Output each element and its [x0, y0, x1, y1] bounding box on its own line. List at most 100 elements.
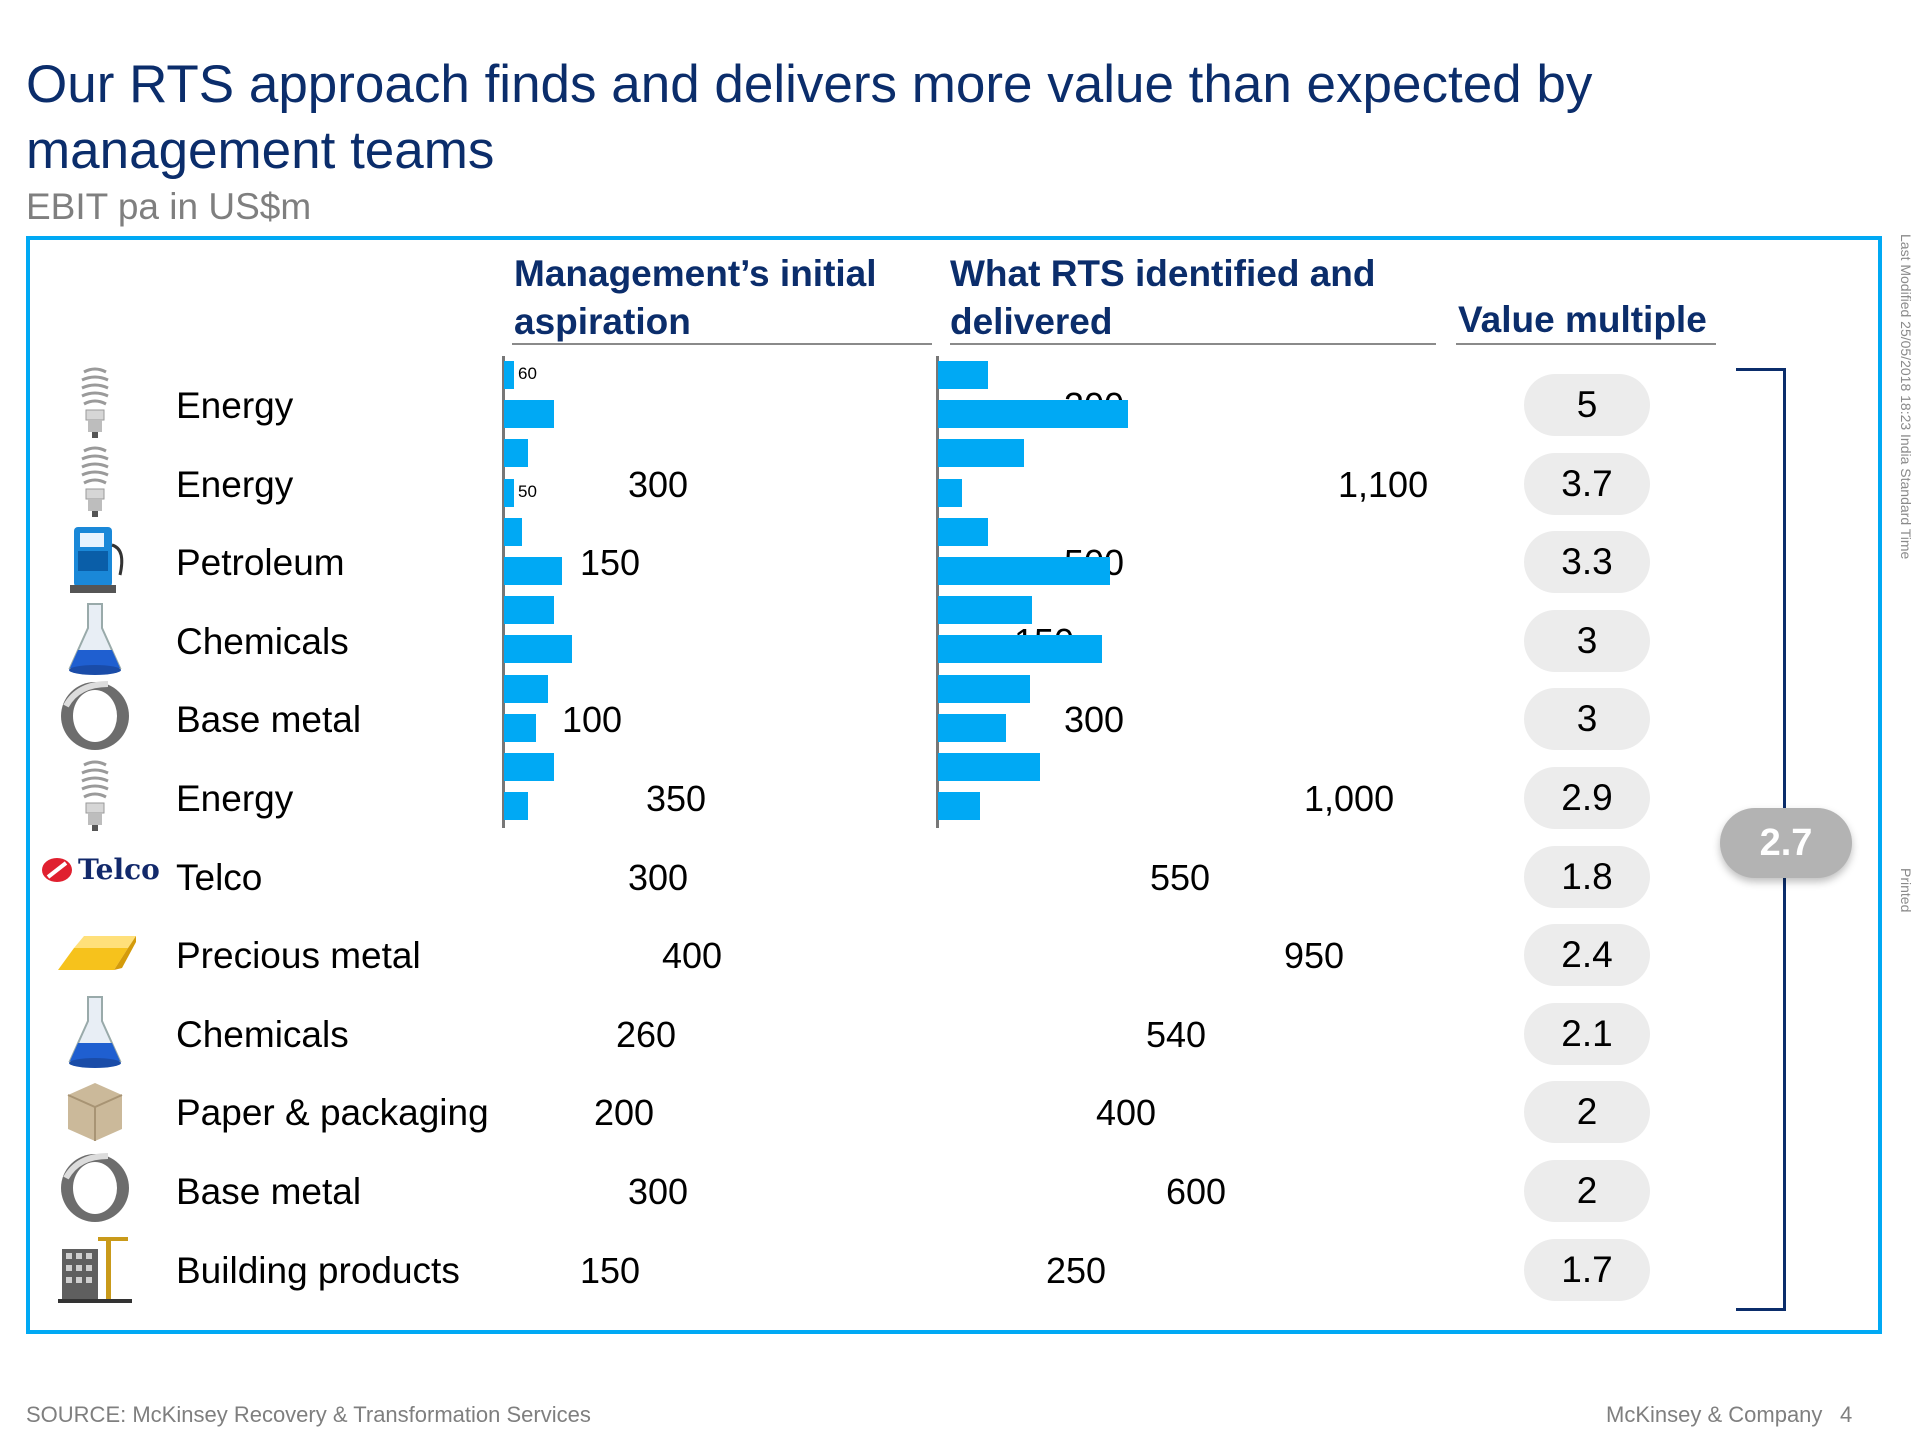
value-multiple-badge: 2.9	[1524, 767, 1650, 829]
rts-bar	[938, 478, 962, 507]
row-sector-label: Chemicals	[176, 620, 349, 662]
value-multiple-badge: 2.4	[1524, 924, 1650, 987]
value-multiple-badge: 3.3	[1524, 531, 1650, 594]
rts-bar	[938, 517, 988, 546]
header-management: Management’s initial aspiration	[514, 253, 877, 342]
rts-bar	[938, 400, 1128, 429]
management-bar	[504, 713, 536, 742]
rts-bar	[938, 439, 1024, 468]
management-value: 150	[580, 1249, 641, 1291]
page-subtitle: EBIT pa in US$m	[26, 186, 312, 227]
value-multiple-badge: 3	[1524, 688, 1650, 751]
rts-bar	[938, 361, 988, 389]
bulb-icon	[48, 755, 142, 835]
page-title: Our RTS approach finds and delivers more…	[26, 55, 1593, 180]
management-bar	[504, 400, 554, 429]
value-multiple-badge: 5	[1524, 374, 1650, 436]
management-bar	[504, 596, 554, 625]
value-multiple-badge: 2.1	[1524, 1002, 1650, 1065]
header-rts-rule	[950, 343, 1436, 345]
rts-bar	[938, 713, 1006, 742]
rts-bar	[938, 596, 1032, 625]
value-multiple-badge: 2	[1524, 1081, 1650, 1144]
management-small-label-1: 60	[518, 364, 537, 383]
rts-bar	[938, 674, 1030, 703]
box-icon	[48, 1069, 142, 1149]
header-multiple-rule	[1456, 343, 1716, 345]
rts-value: 540	[1146, 1013, 1207, 1055]
fuel-pump-icon	[48, 519, 142, 599]
management-bar	[504, 753, 554, 781]
telco-logo-text: Telco	[78, 853, 160, 887]
printed-note: Printed	[1898, 868, 1914, 913]
telco-logo: Telco	[40, 850, 170, 890]
bulb-icon	[48, 362, 142, 442]
header-management-rule	[512, 343, 932, 345]
management-bar	[504, 792, 528, 821]
metal-ring-icon	[48, 676, 142, 756]
row-sector-label: Base metal	[176, 1171, 362, 1212]
row-sector-label: Precious metal	[176, 935, 421, 977]
average-multiple-badge: 2.7	[1720, 808, 1852, 878]
rts-value: 400	[1096, 1092, 1157, 1134]
management-bar	[504, 517, 522, 546]
management-value: 150	[580, 542, 641, 584]
management-value: 300	[628, 1171, 689, 1212]
value-multiple-badge: 1.7	[1524, 1238, 1650, 1301]
metal-ring-icon	[48, 1148, 142, 1228]
management-value: 200	[594, 1092, 655, 1134]
row-sector-label: Energy	[176, 463, 294, 505]
row-sector-label: Paper & packaging	[176, 1092, 489, 1134]
header-multiple: Value multiple	[1458, 299, 1707, 340]
bracket-top	[1736, 368, 1786, 371]
flask-icon	[48, 598, 142, 678]
management-bar	[504, 674, 548, 703]
management-axis	[502, 356, 505, 828]
value-multiple-badge: 2	[1524, 1160, 1650, 1222]
building-crane-icon	[48, 1227, 142, 1307]
company-name: McKinsey & Company	[1606, 1402, 1823, 1427]
flask-icon	[48, 991, 142, 1071]
management-small-label-2: 50	[518, 482, 537, 501]
rts-value: 950	[1284, 935, 1345, 977]
management-bar	[504, 635, 572, 664]
rts-value: 550	[1150, 856, 1211, 898]
management-value: 260	[616, 1013, 677, 1055]
management-bar	[504, 439, 528, 468]
row-sector-label: Base metal	[176, 699, 362, 741]
rts-bar	[938, 635, 1102, 664]
chart-frame	[26, 236, 1882, 1334]
value-multiple-badge: 3.7	[1524, 452, 1650, 515]
page-number: 4	[1840, 1402, 1853, 1427]
rts-value: 1,000	[1304, 778, 1395, 819]
row-sector-label: Energy	[176, 778, 294, 819]
management-value: 100	[562, 699, 623, 741]
row-sector-label: Telco	[176, 856, 263, 898]
management-value: 400	[662, 935, 723, 977]
row-sector-label: Chemicals	[176, 1013, 349, 1055]
management-bar	[504, 557, 562, 585]
management-value: 300	[628, 463, 689, 505]
management-value: 300	[628, 856, 689, 898]
last-modified-note: Last Modified 25/05/2018 18:23 India Sta…	[1898, 234, 1914, 560]
rts-axis	[936, 356, 939, 828]
row-sector-label: Building products	[176, 1249, 460, 1291]
rts-bar	[938, 792, 980, 821]
management-bar	[504, 478, 514, 507]
rts-value: 600	[1166, 1171, 1227, 1212]
header-rts: What RTS identified and delivered	[950, 253, 1376, 342]
management-value: 350	[646, 778, 707, 819]
row-sector-label: Petroleum	[176, 542, 345, 584]
value-multiple-badge: 1.8	[1524, 845, 1650, 908]
bulb-icon	[48, 441, 142, 521]
rts-bar	[938, 753, 1040, 781]
source-note: SOURCE: McKinsey Recovery & Transformati…	[26, 1402, 591, 1427]
row-sector-label: Energy	[176, 385, 294, 426]
value-multiple-badge: 3	[1524, 609, 1650, 672]
rts-value: 250	[1046, 1249, 1107, 1291]
rts-bar	[938, 557, 1110, 585]
management-bar	[504, 361, 514, 389]
rts-value: 1,100	[1338, 463, 1429, 505]
rts-value: 300	[1064, 699, 1125, 741]
gold-bar-icon	[48, 912, 142, 992]
